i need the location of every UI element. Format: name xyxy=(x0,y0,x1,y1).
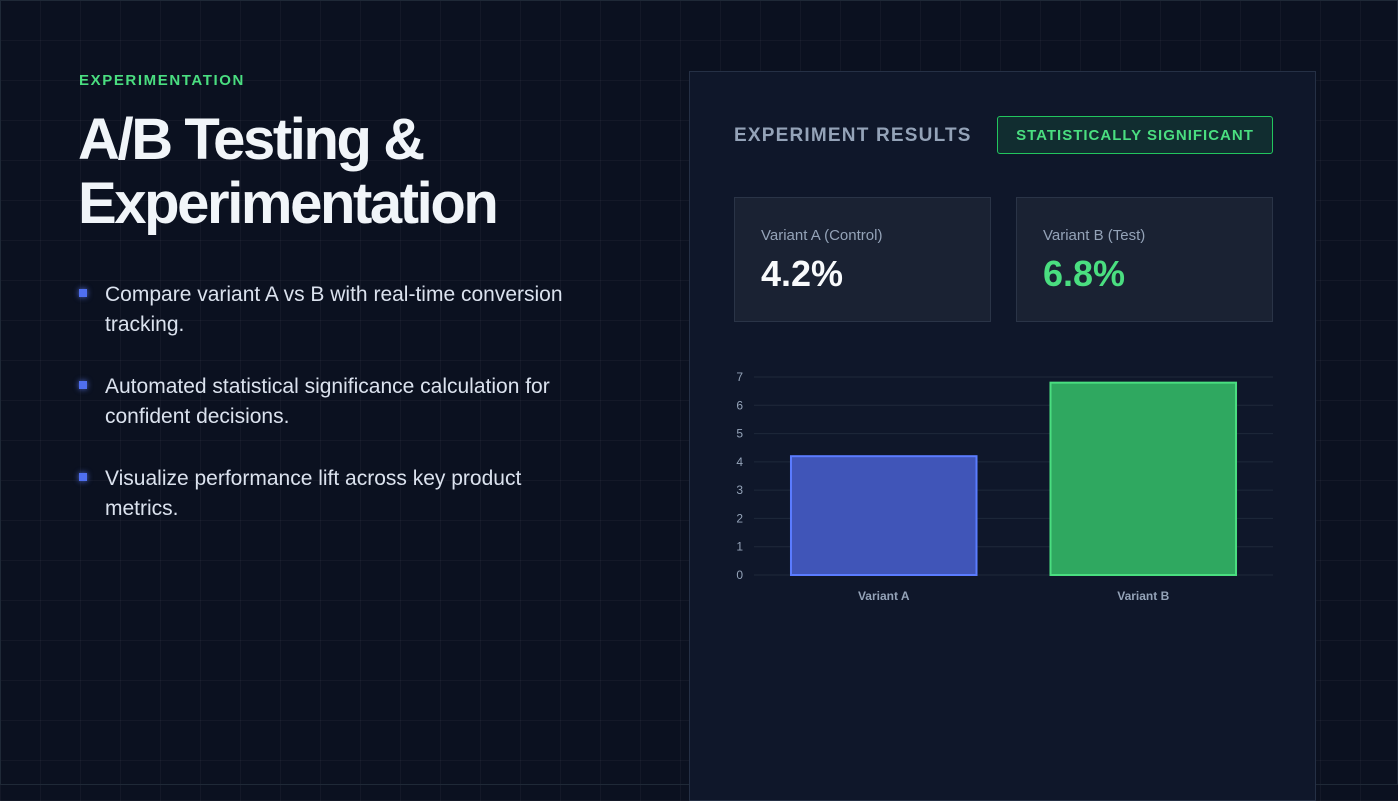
square-bullet-icon xyxy=(79,289,87,297)
square-bullet-icon xyxy=(79,473,87,481)
feature-list: Compare variant A vs B with real-time co… xyxy=(79,280,599,556)
panel-title: EXPERIMENT RESULTS xyxy=(734,125,972,146)
variant-a-label: Variant A (Control) xyxy=(761,227,883,244)
y-tick-label: 6 xyxy=(736,398,743,412)
y-tick-label: 5 xyxy=(736,427,743,441)
bar-variant-a xyxy=(789,455,978,576)
eyebrow-label: EXPERIMENTATION xyxy=(79,72,245,89)
experiment-results-panel: EXPERIMENT RESULTS STATISTICALLY SIGNIFI… xyxy=(689,71,1316,801)
feature-text: Visualize performance lift across key pr… xyxy=(105,467,522,520)
y-tick-label: 0 xyxy=(736,568,743,582)
square-bullet-icon xyxy=(79,381,87,389)
feature-item: Automated statistical significance calcu… xyxy=(79,372,599,432)
conversion-bar-chart: 0 1 2 3 4 5 6 7 Variant A Variant B xyxy=(736,370,1273,603)
variant-a-value: 4.2% xyxy=(761,253,844,294)
y-tick-label: 2 xyxy=(736,511,743,525)
variant-b-label: Variant B (Test) xyxy=(1043,227,1146,244)
significance-badge: STATISTICALLY SIGNIFICANT xyxy=(997,116,1273,154)
y-tick-label: 1 xyxy=(736,540,743,554)
y-tick-label: 7 xyxy=(736,370,743,384)
page-title: A/B Testing & Experimentation xyxy=(78,107,499,236)
y-tick-label: 4 xyxy=(736,455,743,469)
feature-text: Compare variant A vs B with real-time co… xyxy=(105,283,563,336)
feature-item: Compare variant A vs B with real-time co… xyxy=(79,280,599,340)
x-category-label: Variant A xyxy=(858,589,910,603)
variant-a-card: Variant A (Control) 4.2% xyxy=(734,197,991,322)
y-tick-label: 3 xyxy=(736,483,743,497)
bar-variant-b xyxy=(1049,381,1238,576)
variant-b-value: 6.8% xyxy=(1043,253,1126,294)
x-category-label: Variant B xyxy=(1117,589,1169,603)
variant-b-card: Variant B (Test) 6.8% xyxy=(1016,197,1273,322)
feature-text: Automated statistical significance calcu… xyxy=(105,375,550,428)
feature-item: Visualize performance lift across key pr… xyxy=(79,464,599,524)
